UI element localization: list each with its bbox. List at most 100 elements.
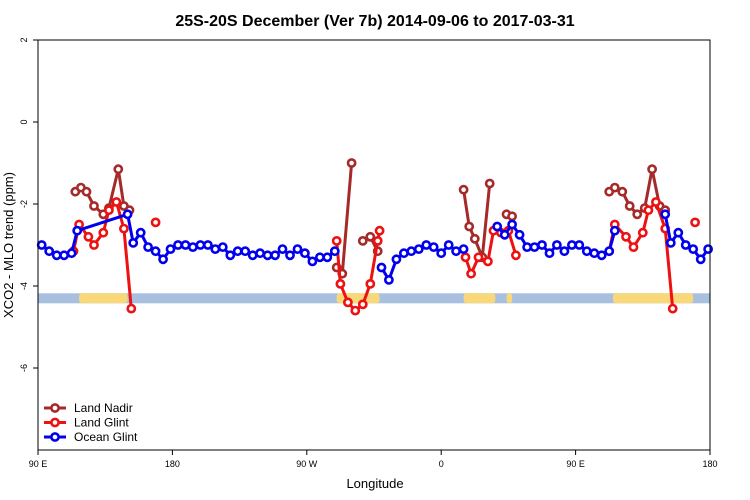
data-point: [262, 250, 273, 261]
data-point: [628, 242, 639, 252]
data-point: [210, 244, 221, 254]
data-point: [604, 246, 615, 257]
data-point: [458, 244, 469, 254]
data-point: [173, 240, 183, 250]
series-ocean-glint: [36, 209, 713, 285]
data-point: [126, 303, 137, 314]
data-point: [665, 237, 676, 248]
x-tick-label: 180: [702, 459, 717, 469]
data-point: [158, 254, 168, 265]
data-point: [529, 242, 540, 252]
data-point: [165, 244, 176, 254]
data-point: [225, 250, 236, 261]
legend-item: Ocean Glint: [44, 430, 138, 444]
data-point: [466, 268, 476, 279]
data-point: [406, 246, 417, 257]
data-point: [621, 231, 631, 242]
data-point: [469, 233, 480, 244]
x-axis: 90 E 180 90 W 0 90 E 180: [29, 450, 718, 469]
data-point: [492, 221, 503, 232]
legend-label: Land Glint: [74, 416, 129, 430]
land-band-0: [79, 293, 128, 304]
data-point: [83, 231, 94, 242]
x-tick-label: 180: [165, 459, 180, 469]
data-point: [514, 229, 525, 240]
data-point: [365, 231, 376, 242]
data-point: [72, 225, 83, 236]
data-point: [544, 248, 555, 259]
y-tick-label: 2: [19, 37, 29, 42]
data-point: [391, 254, 402, 265]
data-point: [484, 178, 495, 189]
data-point: [552, 240, 562, 250]
y-axis: 2 0 -2 -4 -6: [19, 37, 38, 372]
legend-label: Ocean Glint: [74, 430, 138, 444]
data-point: [690, 217, 700, 228]
land-band-3: [506, 293, 513, 304]
data-point: [113, 164, 124, 175]
legend-item: Land Nadir: [44, 401, 133, 415]
data-point: [202, 240, 213, 250]
data-point: [195, 240, 206, 250]
data-point: [574, 240, 585, 250]
chart-title: 25S-20S December (Ver 7b) 2014-09-06 to …: [175, 13, 574, 30]
data-point: [187, 242, 198, 252]
legend-marker: [50, 417, 60, 428]
series-layer: [36, 158, 713, 316]
data-point: [128, 237, 139, 248]
data-point: [66, 248, 77, 259]
y-tick-label: 0: [19, 119, 29, 124]
data-point: [217, 242, 228, 252]
data-point: [436, 248, 447, 259]
data-point: [499, 229, 510, 240]
data-point: [322, 252, 333, 263]
data-point: [357, 299, 368, 310]
data-point: [596, 250, 607, 261]
data-point: [122, 209, 133, 220]
data-point: [307, 256, 318, 267]
data-point: [609, 225, 620, 236]
data-point: [464, 221, 475, 232]
data-point: [559, 246, 570, 257]
data-point: [537, 240, 547, 250]
data-point: [335, 278, 346, 289]
data-point: [365, 278, 376, 289]
data-point: [59, 250, 69, 261]
data-point: [507, 211, 517, 222]
data-point: [460, 252, 471, 263]
data-point: [285, 250, 295, 261]
series-line: [663, 214, 710, 261]
data-point: [703, 244, 713, 254]
data-point: [150, 217, 161, 228]
x-axis-label: Longitude: [346, 476, 403, 491]
data-point: [673, 227, 684, 238]
data-point: [507, 219, 517, 230]
data-point: [150, 246, 161, 257]
data-point: [647, 164, 657, 175]
plot-frame: [37, 39, 711, 451]
data-point: [398, 248, 409, 259]
y-tick-label: -2: [19, 200, 29, 208]
data-point: [667, 303, 678, 314]
x-tick-label: 90 W: [296, 459, 318, 469]
data-point: [270, 250, 280, 261]
data-point: [81, 186, 92, 197]
data-point: [111, 197, 122, 207]
land-ocean-band: [38, 293, 710, 304]
data-point: [511, 250, 521, 261]
data-point: [374, 225, 385, 236]
data-point: [329, 246, 340, 257]
data-point: [135, 227, 146, 238]
data-point: [581, 246, 592, 257]
data-point: [346, 158, 357, 168]
data-point: [292, 244, 303, 254]
legend-marker: [50, 432, 60, 442]
data-point: [643, 205, 654, 216]
data-point: [609, 182, 620, 193]
data-point: [299, 248, 310, 259]
x-tick-label: 0: [439, 459, 444, 469]
land-band-4: [612, 293, 694, 304]
data-point: [660, 209, 671, 220]
data-point: [413, 244, 424, 254]
